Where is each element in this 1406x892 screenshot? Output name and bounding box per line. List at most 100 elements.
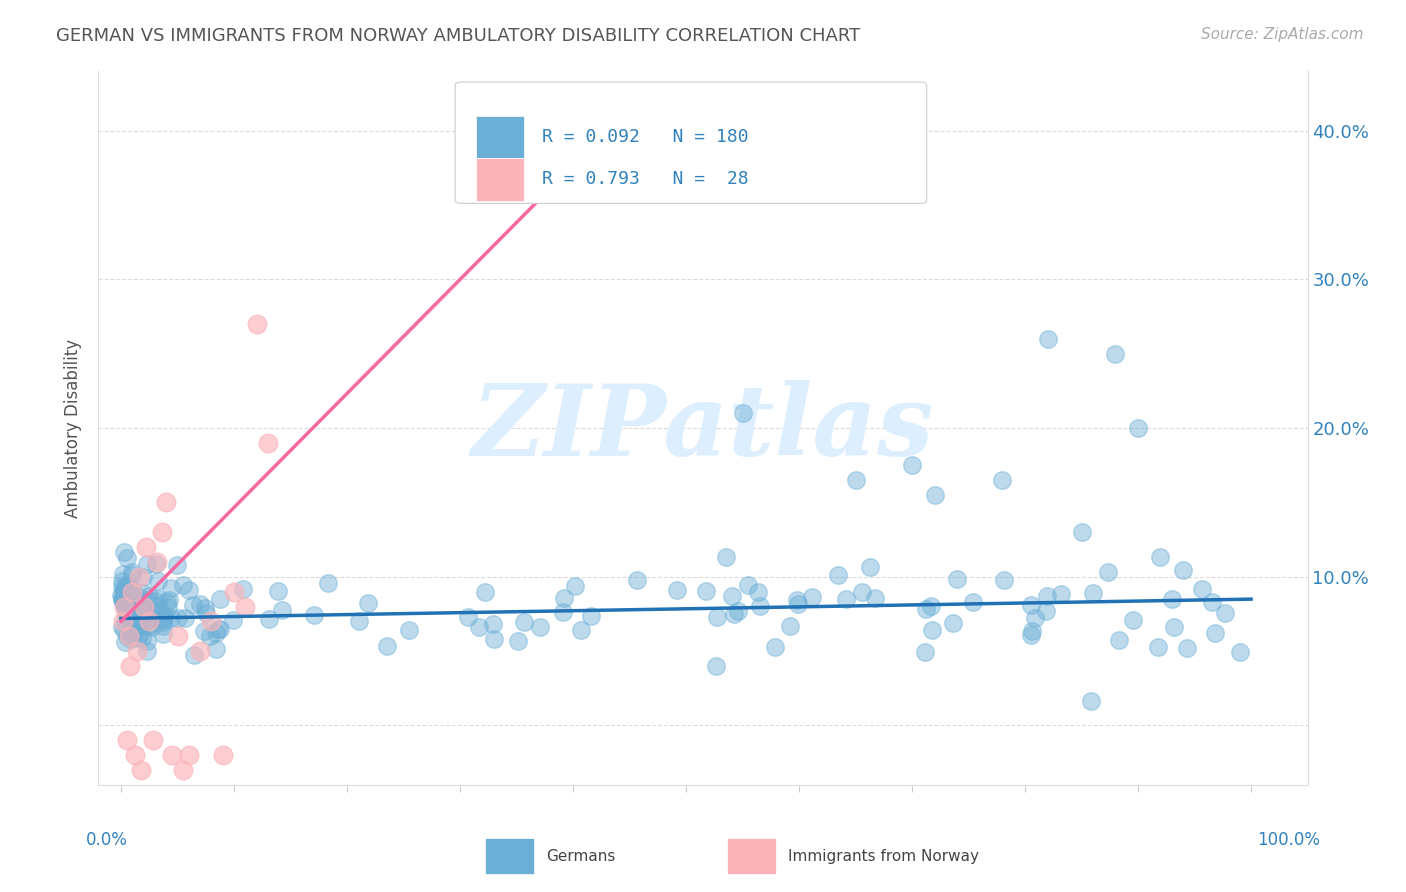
Point: [1213, 607, 1236, 621]
Point: [267, 584, 290, 599]
Point: [200, 629, 222, 643]
Point: [127, 592, 149, 607]
Point: [155, 495, 177, 509]
Point: [257, 612, 280, 626]
Point: [131, 763, 153, 777]
Point: [129, 617, 152, 632]
Point: [148, 598, 170, 612]
Point: [118, 629, 141, 643]
Point: [920, 599, 942, 614]
Point: [553, 605, 575, 619]
Point: [1049, 587, 1071, 601]
Point: [183, 648, 205, 662]
Point: [122, 593, 145, 607]
Point: [914, 645, 936, 659]
Point: [727, 604, 749, 618]
Point: [993, 573, 1015, 587]
Point: [1024, 611, 1046, 625]
Point: [1019, 628, 1042, 642]
Point: [1035, 604, 1057, 618]
Point: [205, 642, 228, 657]
Point: [747, 585, 769, 599]
Bar: [485, 838, 534, 874]
Point: [152, 612, 174, 626]
Point: [232, 582, 254, 596]
Point: [138, 618, 160, 632]
Point: [1171, 563, 1194, 577]
Point: [142, 604, 165, 618]
Point: [112, 624, 135, 638]
Point: [131, 631, 153, 645]
Bar: [475, 158, 524, 201]
Point: [859, 559, 882, 574]
Point: [1204, 626, 1226, 640]
Point: [194, 601, 217, 615]
Point: [121, 621, 143, 635]
Point: [112, 544, 135, 558]
Point: [173, 611, 195, 625]
Point: [1108, 633, 1130, 648]
Point: [716, 549, 738, 564]
Point: [1163, 620, 1185, 634]
Point: [901, 458, 924, 473]
Point: [845, 473, 868, 487]
Point: [124, 617, 146, 632]
Point: [112, 599, 135, 614]
Point: [356, 596, 378, 610]
Point: [786, 593, 808, 607]
Point: [136, 593, 159, 607]
Point: [302, 607, 325, 622]
Point: [474, 585, 496, 599]
Point: [124, 598, 146, 612]
Point: [1097, 565, 1119, 579]
Text: ZIPatlas: ZIPatlas: [472, 380, 934, 476]
Point: [125, 591, 148, 606]
Point: [349, 614, 371, 628]
Point: [270, 603, 292, 617]
Point: [207, 622, 229, 636]
Point: [1036, 589, 1059, 603]
Point: [208, 622, 231, 636]
Point: [375, 639, 398, 653]
Point: [115, 596, 138, 610]
Point: [117, 629, 139, 643]
Point: [468, 620, 491, 634]
Point: [115, 550, 138, 565]
Point: [172, 763, 194, 777]
Point: [125, 608, 148, 623]
Point: [114, 615, 136, 630]
Point: [160, 611, 183, 625]
Point: [704, 659, 727, 673]
Point: [122, 627, 145, 641]
Point: [118, 582, 141, 596]
Point: [177, 748, 200, 763]
Point: [1122, 613, 1144, 627]
Point: [695, 583, 717, 598]
Point: [111, 620, 134, 634]
Point: [128, 591, 150, 605]
Text: Germans: Germans: [546, 849, 616, 863]
Point: [233, 599, 256, 614]
Point: [111, 591, 134, 605]
Point: [146, 591, 169, 606]
Point: [138, 589, 160, 603]
Point: [135, 540, 157, 554]
Point: [120, 659, 142, 673]
Point: [553, 591, 575, 605]
Point: [166, 629, 188, 643]
Point: [135, 603, 157, 617]
Point: [177, 582, 200, 597]
Point: [112, 615, 135, 629]
Point: [153, 609, 176, 624]
Point: [150, 525, 173, 540]
Point: [112, 581, 135, 595]
Point: [120, 599, 142, 614]
Point: [112, 594, 135, 608]
Point: [222, 584, 245, 599]
Point: [152, 619, 174, 633]
Point: [569, 623, 592, 637]
Point: [398, 623, 420, 637]
Point: [121, 584, 143, 599]
Point: [720, 589, 742, 603]
Point: [800, 590, 823, 604]
